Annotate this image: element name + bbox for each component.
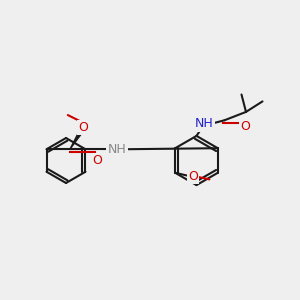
Text: O: O bbox=[240, 120, 250, 133]
Text: NH: NH bbox=[195, 117, 213, 130]
Text: O: O bbox=[188, 170, 198, 183]
Text: NH: NH bbox=[108, 143, 126, 156]
Polygon shape bbox=[70, 127, 85, 149]
Text: O: O bbox=[79, 121, 88, 134]
Text: O: O bbox=[92, 154, 102, 167]
